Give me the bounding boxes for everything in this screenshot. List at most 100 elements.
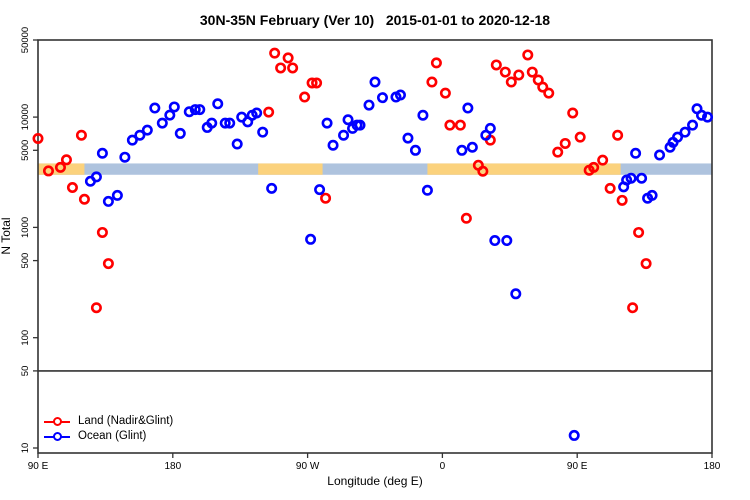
data-point <box>219 117 231 129</box>
data-point <box>402 132 414 144</box>
ocean-series-symbol <box>44 432 70 442</box>
data-point <box>456 144 468 156</box>
y-tick-label: 100 <box>20 330 31 346</box>
x-tick-label: 90 E <box>28 461 49 472</box>
data-point <box>363 99 375 111</box>
x-tick-label: 90 W <box>296 461 320 472</box>
data-point <box>224 117 236 129</box>
data-point <box>597 154 609 166</box>
data-point <box>444 119 456 131</box>
data-point <box>96 226 108 238</box>
data-point <box>574 131 586 143</box>
data-point <box>275 62 287 74</box>
data-point <box>376 92 388 104</box>
data-point <box>567 107 579 119</box>
data-point <box>54 161 66 173</box>
data-point <box>679 126 691 138</box>
data-point <box>369 76 381 88</box>
data-point <box>616 194 628 206</box>
data-point <box>394 89 406 101</box>
data-point <box>568 429 580 441</box>
data-point <box>263 106 275 118</box>
data-point <box>134 129 146 141</box>
data-point <box>417 109 429 121</box>
data-point <box>66 181 78 193</box>
data-point <box>96 147 108 159</box>
data-point <box>625 172 637 184</box>
y-tick-label: 5000 <box>20 140 31 161</box>
y-tick-label: 50 <box>20 366 31 377</box>
data-point <box>421 184 433 196</box>
data-point <box>174 127 186 139</box>
data-point <box>510 288 522 300</box>
data-point <box>282 52 294 64</box>
x-tick-label: 0 <box>440 461 446 472</box>
data-point <box>206 117 218 129</box>
legend-item-ocean: Ocean (Glint) <box>44 429 173 444</box>
y-tick-label: 500 <box>20 253 31 269</box>
data-point <box>505 76 517 88</box>
data-point <box>543 87 555 99</box>
data-point <box>266 182 278 194</box>
data-point <box>311 77 323 89</box>
y-tick-label: 50000 <box>20 27 31 53</box>
data-point <box>696 109 708 121</box>
data-point <box>640 258 652 270</box>
data-point <box>490 59 502 71</box>
data-point <box>654 149 666 161</box>
data-point <box>484 122 496 134</box>
x-tick-label: 180 <box>704 461 721 472</box>
data-point <box>588 161 600 173</box>
data-point <box>102 258 114 270</box>
data-point <box>672 131 684 143</box>
data-point <box>231 138 243 150</box>
data-point <box>537 81 549 93</box>
data-point <box>102 195 114 207</box>
x-tick-label: 90 E <box>567 461 588 472</box>
data-point <box>168 101 180 113</box>
land-band-segment <box>258 163 323 175</box>
data-point <box>526 66 538 78</box>
ocean-band <box>38 163 712 175</box>
data-point <box>702 111 714 123</box>
data-point <box>194 104 206 116</box>
data-point <box>149 102 161 114</box>
data-point <box>119 151 131 163</box>
y-tick-label: 10 <box>20 443 31 454</box>
data-point <box>477 165 489 177</box>
open-circle-icon <box>53 432 62 442</box>
data-point <box>636 172 648 184</box>
land-band-segment <box>38 163 85 175</box>
data-point <box>501 235 513 247</box>
data-point <box>42 165 54 177</box>
data-point <box>338 129 350 141</box>
data-point <box>269 47 281 59</box>
data-point <box>126 134 138 146</box>
y-axis-label: N Total <box>0 217 13 255</box>
legend: Land (Nadir&Glint) Ocean (Glint) <box>44 414 173 444</box>
data-point <box>627 302 639 314</box>
data-point <box>454 119 466 131</box>
data-point <box>156 117 168 129</box>
y-tick-label: 10000 <box>20 104 31 130</box>
data-point <box>189 104 201 116</box>
chart-title: 30N-35N February (Ver 10) 2015-01-01 to … <box>199 12 551 28</box>
data-point <box>462 102 474 114</box>
data-point <box>32 132 44 144</box>
data-point <box>612 129 624 141</box>
data-point <box>299 91 311 103</box>
legend-label-ocean: Ocean (Glint) <box>78 430 147 442</box>
data-point <box>630 147 642 159</box>
data-point <box>633 226 645 238</box>
data-point <box>552 146 564 158</box>
y-tick-label: 1000 <box>20 217 31 238</box>
data-point <box>314 184 326 196</box>
land-band-segment <box>427 163 621 175</box>
x-axis-label: Longitude (deg E) <box>327 474 423 488</box>
data-point <box>460 212 472 224</box>
data-point <box>90 302 102 314</box>
data-point <box>306 77 318 89</box>
data-point <box>321 117 333 129</box>
data-point <box>430 57 442 69</box>
